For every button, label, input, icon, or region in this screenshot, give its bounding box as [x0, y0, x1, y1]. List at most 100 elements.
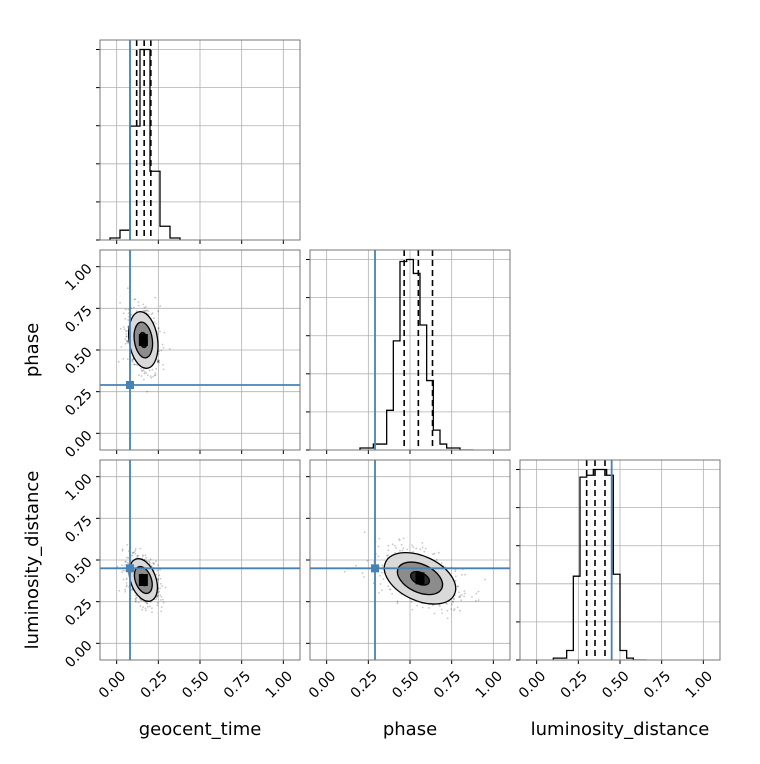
sample-point — [461, 594, 463, 596]
sample-point — [124, 338, 127, 341]
sample-point — [137, 601, 140, 604]
injection-marker — [371, 564, 379, 573]
sample-point — [159, 305, 162, 307]
x-axis-label-luminosity_distance: luminosity_distance — [531, 719, 710, 740]
sample-point — [471, 596, 473, 598]
sample-point — [446, 617, 449, 620]
sample-point — [164, 586, 167, 589]
sample-point — [121, 571, 123, 574]
sample-point — [152, 375, 155, 378]
injection-marker — [126, 564, 134, 573]
sample-point — [463, 595, 465, 598]
sample-point — [135, 594, 137, 597]
sample-point — [456, 585, 459, 588]
sample-point — [157, 360, 160, 363]
sample-point — [396, 602, 399, 605]
sample-point — [454, 570, 457, 573]
sample-point — [446, 603, 448, 605]
sample-point — [456, 606, 459, 609]
sample-point — [141, 555, 144, 558]
sample-point — [139, 547, 142, 550]
sample-point — [453, 598, 455, 601]
sample-point — [387, 549, 390, 552]
sample-point — [143, 310, 146, 313]
sample-point — [433, 552, 436, 555]
sample-point — [149, 558, 152, 561]
sample-point — [157, 310, 160, 313]
sample-point — [366, 560, 369, 562]
sample-point — [135, 363, 137, 366]
sample-point — [160, 582, 162, 585]
sample-point — [161, 343, 164, 346]
sample-point — [396, 600, 399, 603]
sample-point — [135, 596, 138, 599]
sample-point — [142, 369, 145, 371]
sample-point — [151, 312, 154, 315]
sample-point — [122, 569, 125, 572]
injection-marker — [126, 381, 134, 389]
sample-point — [124, 317, 127, 320]
sample-point — [421, 542, 424, 544]
sample-point — [156, 594, 159, 597]
subplot-frame — [99, 39, 301, 241]
sample-point — [457, 585, 459, 588]
sample-point — [138, 374, 140, 377]
sample-point — [125, 584, 128, 586]
sample-point — [400, 543, 403, 546]
subplot-frame — [309, 249, 511, 451]
sample-point — [157, 359, 160, 362]
x-tick-label: 0.75 — [641, 668, 674, 701]
sample-point — [387, 585, 390, 588]
sample-point — [135, 597, 137, 600]
y-tick-label: 0.25 — [62, 596, 95, 629]
y-axis-label-luminosity_distance: luminosity_distance — [22, 471, 43, 650]
sample-point — [458, 591, 460, 594]
sample-point — [155, 322, 157, 325]
sample-point — [389, 588, 392, 591]
subplot-plot-area — [100, 250, 300, 450]
subplot-geocent_time-geocent_time — [96, 39, 301, 244]
sample-point — [156, 601, 159, 604]
sample-point — [158, 350, 160, 353]
sample-point — [151, 368, 154, 371]
sample-point — [124, 590, 127, 593]
sample-point — [146, 602, 148, 605]
sample-point — [126, 358, 129, 361]
sample-point — [474, 599, 477, 602]
sample-point — [463, 590, 466, 592]
subplot-frame — [519, 459, 721, 661]
sample-point — [131, 359, 133, 362]
sample-point — [157, 591, 160, 594]
sample-point — [162, 364, 165, 366]
sample-point — [477, 590, 480, 593]
sample-point — [398, 539, 401, 542]
sample-point — [133, 551, 136, 554]
sample-point — [454, 575, 457, 578]
sample-point — [451, 603, 453, 606]
sample-point — [381, 564, 384, 567]
sample-point — [363, 576, 365, 578]
sample-point — [134, 549, 137, 552]
sample-point — [343, 570, 346, 573]
subplot-luminosity_distance-phase: 0.00 0.25 0.50 0.75 1.00 — [306, 459, 511, 702]
sample-point — [363, 531, 366, 534]
x-tick-label: 0.25 — [348, 668, 381, 701]
sample-point — [141, 608, 144, 611]
sample-point — [401, 549, 404, 552]
sample-point — [406, 548, 409, 551]
sample-point — [146, 390, 149, 393]
sample-point — [144, 607, 147, 610]
sample-point — [154, 374, 157, 377]
sample-point — [452, 600, 454, 603]
sample-point — [160, 595, 163, 598]
sample-point — [125, 340, 128, 342]
sample-point — [440, 562, 443, 565]
sample-point — [136, 554, 139, 557]
sample-point — [377, 555, 380, 558]
sample-point — [134, 598, 137, 601]
sample-point — [160, 606, 163, 608]
sample-point — [156, 569, 159, 572]
sample-point — [421, 606, 424, 609]
sample-point — [140, 367, 143, 370]
sample-point — [146, 374, 149, 377]
